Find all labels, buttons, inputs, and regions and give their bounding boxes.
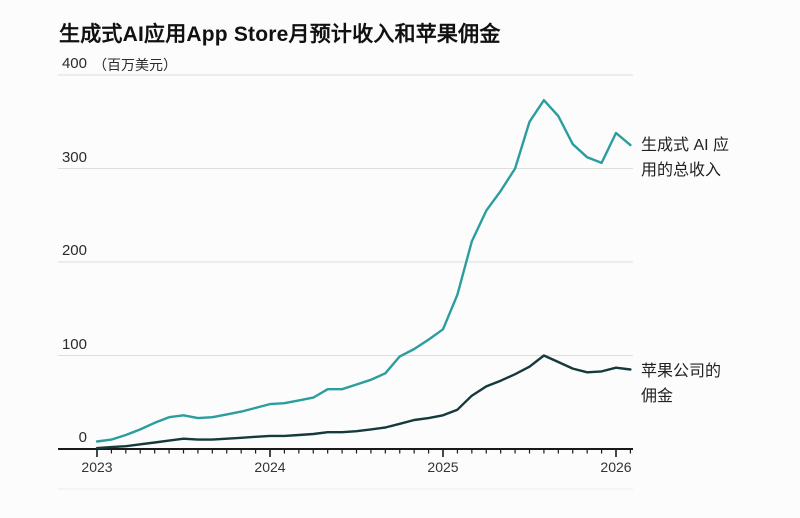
y-tick-label-400: 400 [61,55,87,72]
revenue-series-label-line1: 生成式 AI 应 [641,137,730,154]
revenue-line [95,98,632,443]
x-tick-label-2024: 2024 [254,459,286,475]
y-tick-label-200: 200 [61,242,87,259]
y-tick-label-0: 0 [78,429,87,446]
y-axis-unit-label: （百万美元） [93,57,177,73]
commission-line [95,354,632,450]
commission-series-label-line1: 苹果公司的 [641,363,722,380]
y-tick-label-300: 300 [61,148,87,166]
revenue-series-label: 生成式 AI 应 用的总收入 [641,133,751,183]
commission-series-label: 苹果公司的 佣金 [641,359,751,409]
x-tick-label-2026: 2026 [600,459,632,475]
y-tick-label-100: 100 [61,335,87,353]
x-tick-label-2025: 2025 [427,459,459,475]
chart-title: 生成式AI应用App Store月预计收入和苹果佣金 [59,23,501,46]
revenue-series-label-line2: 用的总收入 [641,162,722,179]
commission-series-label-line2: 佣金 [641,388,674,405]
x-tick-label-2023: 2023 [81,459,113,475]
